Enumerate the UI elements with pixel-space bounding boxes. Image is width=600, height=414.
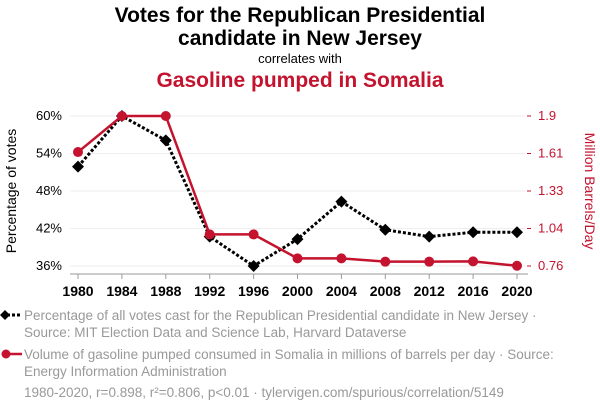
data-point-gasoline	[292, 253, 303, 264]
legend-item-gasoline: Volume of gasoline pumped consumed in So…	[24, 346, 584, 380]
y-right-axis-label: Million Barrels/Day	[582, 133, 598, 250]
x-tick-label: 1992	[194, 283, 225, 299]
x-tick-label: 2000	[282, 283, 313, 299]
legend-item-votes: Percentage of all votes cast for the Rep…	[24, 307, 584, 341]
data-point-gasoline	[116, 111, 127, 121]
data-point-votes	[379, 223, 392, 236]
data-point-gasoline	[512, 260, 522, 271]
data-point-gasoline	[73, 147, 83, 158]
data-point-gasoline	[204, 229, 215, 240]
data-point-gasoline	[248, 229, 259, 240]
x-tick-label: 1980	[62, 283, 93, 299]
y-left-tick-label: 54%	[36, 146, 62, 161]
data-point-votes	[423, 230, 436, 243]
y-left-tick-label: 48%	[36, 183, 62, 198]
x-tick-label: 1988	[150, 283, 181, 299]
data-point-gasoline	[424, 256, 435, 267]
legend-marker-gasoline-circle	[1, 349, 11, 359]
x-tick-label: 2020	[501, 283, 532, 299]
y-left-axis-label: Percentage of votes	[3, 129, 19, 254]
data-point-gasoline	[468, 256, 479, 267]
data-point-gasoline	[380, 256, 391, 267]
footer-stats: 1980-2020, r=0.898, r²=0.806, p<0.01 · t…	[24, 385, 504, 400]
data-point-gasoline	[336, 253, 347, 264]
x-tick-label: 1984	[106, 283, 137, 299]
x-tick-label: 1996	[238, 283, 269, 299]
data-point-votes	[335, 195, 348, 208]
x-tick-label: 2008	[370, 283, 401, 299]
data-point-votes	[72, 160, 84, 173]
legend-label-votes: Percentage of all votes cast for the Rep…	[24, 308, 537, 340]
y-right-tick-label: 1.04	[538, 221, 563, 236]
data-point-votes	[467, 226, 480, 239]
x-tick-label: 2016	[458, 283, 489, 299]
y-left-tick-label: 36%	[36, 258, 62, 273]
y-left-tick-label: 60%	[36, 108, 62, 123]
chart-subtitle: Gasoline pumped in Somalia	[156, 69, 444, 92]
y-right-tick-label: 1.61	[538, 146, 563, 161]
data-point-votes	[511, 226, 523, 239]
y-right-tick-label: 1.9	[538, 108, 556, 123]
data-point-gasoline	[160, 111, 171, 121]
legend-marker-votes-diamond	[0, 310, 10, 320]
y-left-tick-label: 42%	[36, 221, 62, 236]
chart-title-line1: Votes for the Republican Presidential	[114, 4, 486, 27]
legend-label-gasoline: Volume of gasoline pumped consumed in So…	[24, 347, 554, 379]
data-point-votes	[247, 260, 260, 272]
chart-title-line2: candidate in New Jersey	[178, 27, 422, 50]
data-point-votes	[291, 233, 304, 246]
data-point-votes	[159, 134, 172, 147]
y-right-tick-label: 1.33	[538, 183, 563, 198]
x-tick-label: 2012	[414, 283, 445, 299]
y-right-tick-label: 0.76	[538, 258, 563, 273]
x-tick-label: 2004	[326, 283, 357, 299]
correlates-with-label: correlates with	[258, 51, 342, 66]
